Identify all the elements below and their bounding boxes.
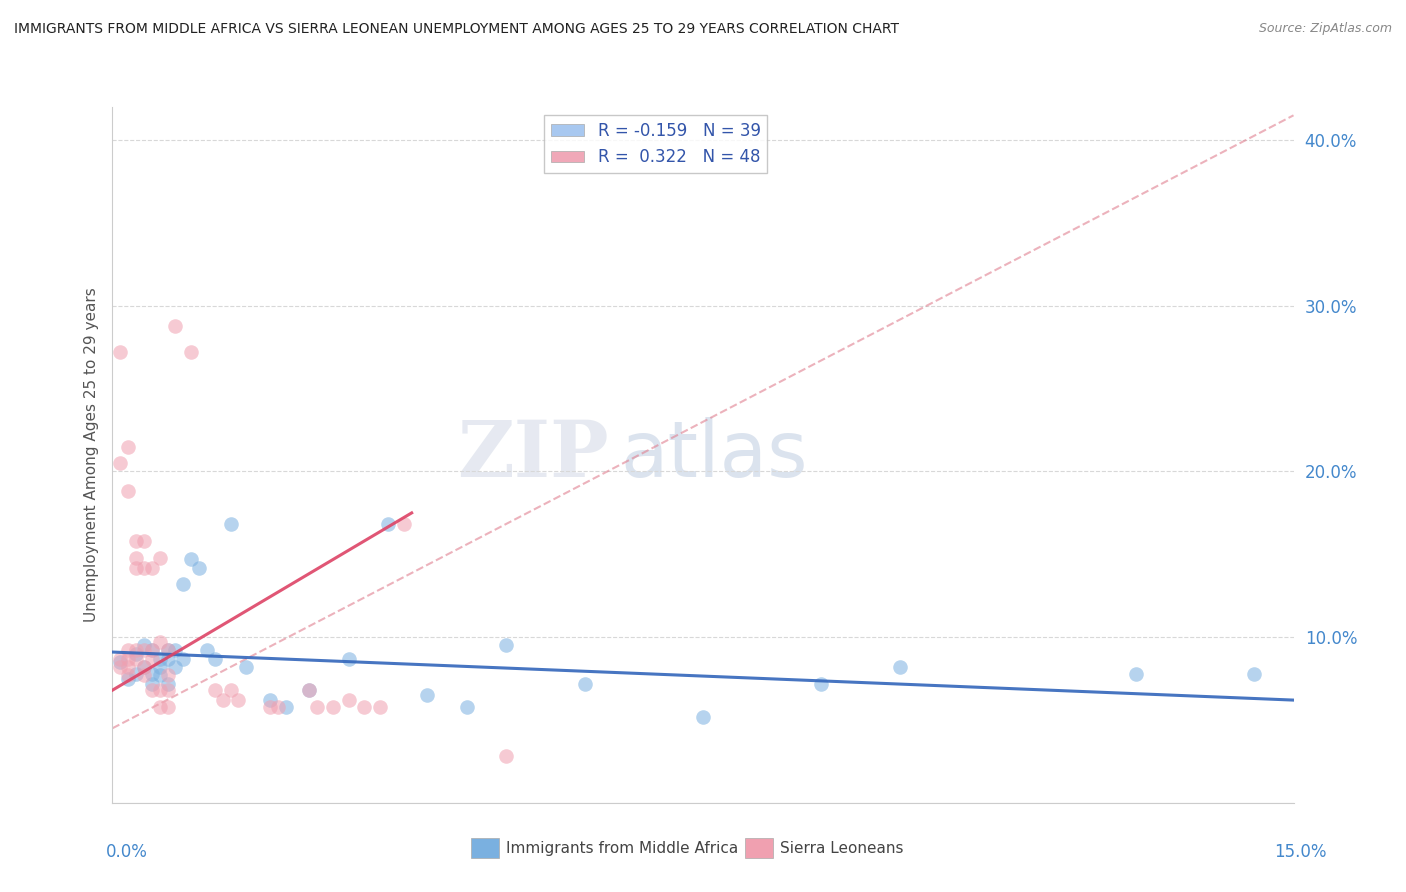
Point	[156, 699, 179, 714]
Point	[141, 560, 163, 574]
Point	[156, 668, 179, 682]
Point	[211, 693, 233, 707]
Point	[141, 643, 163, 657]
Point	[165, 318, 187, 333]
Point	[188, 560, 211, 574]
Point	[392, 517, 415, 532]
Point	[165, 643, 187, 657]
Point	[117, 668, 139, 682]
Point	[322, 699, 344, 714]
Point	[110, 345, 132, 359]
Text: 0.0%: 0.0%	[105, 843, 148, 861]
Point	[165, 660, 187, 674]
Point	[574, 676, 596, 690]
Point	[117, 660, 139, 674]
Point	[416, 688, 439, 702]
Point	[235, 660, 257, 674]
Point	[259, 699, 281, 714]
Point	[110, 660, 132, 674]
Point	[141, 643, 163, 657]
Point	[110, 655, 132, 669]
Point	[149, 668, 172, 682]
Point	[267, 699, 290, 714]
Point	[298, 683, 321, 698]
Point	[219, 683, 242, 698]
Point	[195, 643, 218, 657]
Point	[125, 647, 148, 661]
Point	[456, 699, 478, 714]
Point	[156, 683, 179, 698]
Y-axis label: Unemployment Among Ages 25 to 29 years: Unemployment Among Ages 25 to 29 years	[83, 287, 98, 623]
Point	[180, 552, 202, 566]
Point	[141, 676, 163, 690]
Point	[149, 550, 172, 565]
Point	[228, 693, 250, 707]
Point	[132, 660, 155, 674]
Point	[117, 440, 139, 454]
Text: Source: ZipAtlas.com: Source: ZipAtlas.com	[1258, 22, 1392, 36]
Point	[149, 699, 172, 714]
Point	[204, 651, 226, 665]
Point	[180, 345, 202, 359]
Point	[1125, 666, 1147, 681]
Point	[692, 709, 714, 723]
Point	[141, 666, 163, 681]
Point	[117, 484, 139, 499]
Point	[495, 749, 517, 764]
Text: atlas: atlas	[620, 417, 808, 493]
Point	[337, 651, 360, 665]
Point	[172, 577, 194, 591]
Point	[353, 699, 375, 714]
Point	[156, 651, 179, 665]
Point	[259, 693, 281, 707]
Point	[117, 672, 139, 686]
Point	[156, 676, 179, 690]
Point	[156, 643, 179, 657]
Point	[132, 639, 155, 653]
Point	[368, 699, 391, 714]
Text: Immigrants from Middle Africa: Immigrants from Middle Africa	[506, 841, 738, 855]
Point	[810, 676, 832, 690]
Point	[110, 456, 132, 470]
Point	[889, 660, 911, 674]
Point	[141, 683, 163, 698]
Text: ZIP: ZIP	[457, 417, 609, 493]
Point	[337, 693, 360, 707]
Point	[156, 643, 179, 657]
Point	[307, 699, 329, 714]
Point	[132, 534, 155, 549]
Text: IMMIGRANTS FROM MIDDLE AFRICA VS SIERRA LEONEAN UNEMPLOYMENT AMONG AGES 25 TO 29: IMMIGRANTS FROM MIDDLE AFRICA VS SIERRA …	[14, 22, 898, 37]
Point	[110, 651, 132, 665]
Point	[125, 534, 148, 549]
Text: Sierra Leoneans: Sierra Leoneans	[780, 841, 904, 855]
Point	[149, 683, 172, 698]
Point	[377, 517, 399, 532]
Point	[125, 560, 148, 574]
Point	[125, 550, 148, 565]
Point	[219, 517, 242, 532]
Point	[149, 651, 172, 665]
Text: 15.0%: 15.0%	[1274, 843, 1327, 861]
Point	[141, 651, 163, 665]
Point	[132, 660, 155, 674]
Point	[495, 639, 517, 653]
Point	[1243, 666, 1265, 681]
Point	[125, 651, 148, 665]
Point	[125, 666, 148, 681]
Point	[274, 699, 297, 714]
Point	[149, 635, 172, 649]
Point	[298, 683, 321, 698]
Point	[117, 643, 139, 657]
Point	[172, 651, 194, 665]
Point	[204, 683, 226, 698]
Point	[117, 651, 139, 665]
Point	[125, 643, 148, 657]
Point	[149, 660, 172, 674]
Legend: R = -0.159   N = 39, R =  0.322   N = 48: R = -0.159 N = 39, R = 0.322 N = 48	[544, 115, 768, 173]
Point	[132, 668, 155, 682]
Point	[132, 643, 155, 657]
Point	[132, 560, 155, 574]
